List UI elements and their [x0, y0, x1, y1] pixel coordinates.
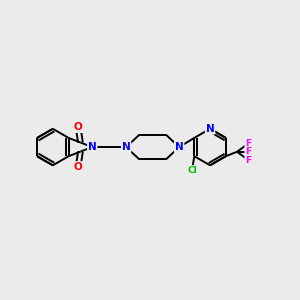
- Text: O: O: [74, 162, 82, 172]
- Text: O: O: [74, 122, 82, 132]
- Text: N: N: [206, 124, 214, 134]
- Text: N: N: [175, 142, 184, 152]
- Text: N: N: [122, 142, 130, 152]
- Text: F: F: [245, 147, 251, 156]
- Text: F: F: [245, 139, 251, 148]
- Text: Cl: Cl: [188, 166, 198, 175]
- Text: F: F: [245, 155, 251, 164]
- Text: N: N: [88, 142, 97, 152]
